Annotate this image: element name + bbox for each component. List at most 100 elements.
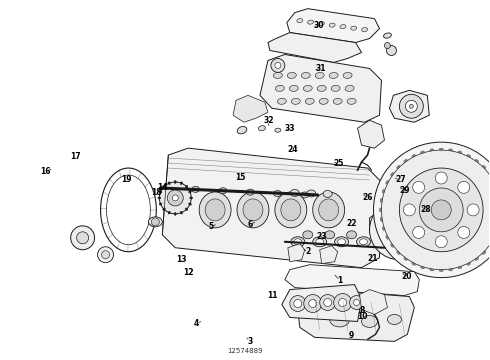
Ellipse shape [168, 211, 170, 214]
Ellipse shape [330, 312, 349, 327]
Polygon shape [288, 244, 305, 262]
Ellipse shape [290, 189, 299, 197]
Circle shape [373, 142, 490, 278]
Text: 1: 1 [338, 276, 343, 285]
Ellipse shape [333, 98, 342, 104]
Ellipse shape [192, 186, 199, 192]
Ellipse shape [388, 315, 401, 324]
Circle shape [403, 204, 416, 216]
Circle shape [413, 226, 425, 238]
Ellipse shape [180, 182, 182, 185]
Text: 22: 22 [346, 219, 357, 228]
Ellipse shape [412, 154, 416, 157]
Circle shape [290, 296, 306, 311]
Text: 20: 20 [402, 272, 412, 281]
Circle shape [275, 62, 281, 68]
Ellipse shape [289, 85, 298, 91]
Ellipse shape [439, 148, 443, 150]
Circle shape [410, 227, 416, 233]
Text: 30: 30 [314, 21, 324, 30]
Text: 3: 3 [247, 337, 252, 346]
Ellipse shape [397, 165, 400, 168]
Ellipse shape [275, 192, 307, 228]
Circle shape [395, 226, 403, 234]
Ellipse shape [458, 151, 462, 153]
Ellipse shape [318, 22, 324, 26]
Ellipse shape [301, 72, 310, 78]
Circle shape [403, 215, 409, 221]
Ellipse shape [205, 199, 225, 221]
Text: 6: 6 [247, 220, 252, 229]
Circle shape [387, 45, 396, 55]
Ellipse shape [275, 128, 281, 132]
Ellipse shape [382, 189, 385, 193]
Ellipse shape [189, 203, 192, 205]
Circle shape [71, 226, 95, 250]
Circle shape [151, 218, 159, 226]
Text: 5: 5 [208, 222, 213, 231]
Ellipse shape [404, 159, 407, 162]
Circle shape [294, 300, 302, 307]
Text: 11: 11 [267, 291, 277, 300]
Circle shape [390, 239, 395, 245]
Polygon shape [285, 265, 419, 296]
Ellipse shape [475, 159, 479, 162]
Text: 28: 28 [420, 205, 431, 214]
Ellipse shape [319, 98, 328, 104]
Ellipse shape [174, 180, 176, 184]
Circle shape [435, 236, 447, 248]
Ellipse shape [292, 98, 300, 104]
Ellipse shape [397, 251, 400, 255]
Ellipse shape [483, 251, 486, 255]
Text: 33: 33 [285, 123, 295, 132]
Ellipse shape [331, 85, 340, 91]
Ellipse shape [345, 85, 354, 91]
Ellipse shape [467, 263, 471, 265]
Text: 27: 27 [395, 175, 406, 184]
Polygon shape [390, 90, 429, 122]
Circle shape [467, 204, 479, 216]
Ellipse shape [163, 208, 165, 211]
Ellipse shape [386, 236, 389, 239]
Polygon shape [319, 246, 338, 264]
Polygon shape [162, 148, 382, 268]
Circle shape [76, 232, 89, 244]
Text: 4: 4 [194, 319, 199, 328]
Ellipse shape [303, 231, 313, 239]
Text: 24: 24 [288, 145, 298, 154]
Ellipse shape [301, 192, 309, 198]
Circle shape [172, 195, 178, 201]
Ellipse shape [159, 203, 162, 205]
Ellipse shape [380, 198, 382, 202]
Circle shape [458, 181, 470, 193]
Text: 32: 32 [263, 116, 274, 125]
Circle shape [369, 200, 429, 260]
Circle shape [419, 188, 463, 232]
Ellipse shape [386, 180, 389, 184]
Circle shape [385, 42, 391, 49]
Text: 16: 16 [41, 167, 51, 176]
Text: 29: 29 [400, 185, 410, 194]
Ellipse shape [489, 172, 490, 176]
Ellipse shape [237, 126, 247, 134]
Ellipse shape [281, 199, 301, 221]
Circle shape [304, 294, 322, 312]
Ellipse shape [323, 190, 332, 197]
Polygon shape [369, 210, 392, 238]
Ellipse shape [294, 239, 302, 245]
Ellipse shape [219, 188, 227, 194]
Circle shape [399, 168, 483, 252]
Ellipse shape [449, 269, 453, 271]
Text: 9: 9 [349, 332, 354, 341]
Circle shape [409, 104, 414, 108]
Ellipse shape [189, 191, 192, 193]
Ellipse shape [163, 185, 165, 188]
Ellipse shape [329, 72, 338, 78]
Circle shape [399, 94, 423, 118]
Circle shape [334, 293, 352, 311]
Circle shape [382, 150, 490, 270]
Text: 14: 14 [157, 183, 167, 192]
Ellipse shape [243, 199, 263, 221]
Ellipse shape [258, 126, 266, 131]
Ellipse shape [338, 239, 345, 245]
